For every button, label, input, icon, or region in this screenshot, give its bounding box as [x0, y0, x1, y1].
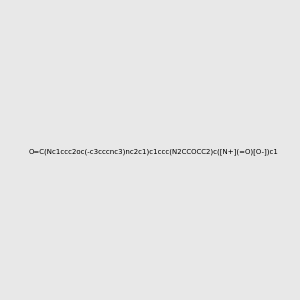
Text: O=C(Nc1ccc2oc(-c3cccnc3)nc2c1)c1ccc(N2CCOCC2)c([N+](=O)[O-])c1: O=C(Nc1ccc2oc(-c3cccnc3)nc2c1)c1ccc(N2CC… — [29, 148, 279, 155]
